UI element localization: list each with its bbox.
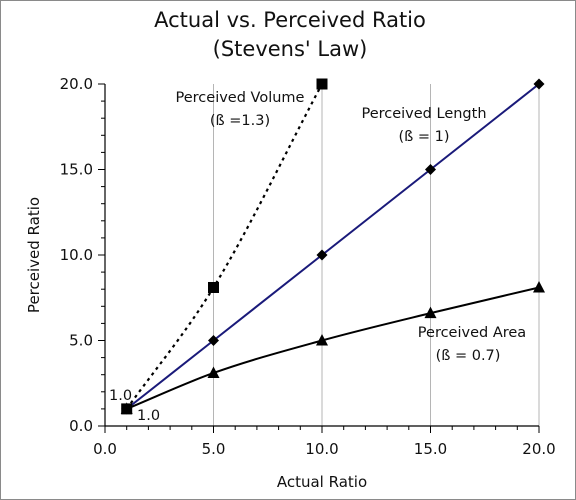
origin-label-upper: 1.0: [109, 388, 132, 404]
y-tick-label: 20.0: [60, 75, 93, 93]
perceived-area-marker: [316, 334, 328, 346]
perceived-area-marker: [533, 280, 545, 293]
x-tick-label: 15.0: [414, 440, 447, 458]
chart-title: Actual vs. Perceived Ratio: [154, 8, 426, 32]
area-exponent: (ß = 0.7): [436, 348, 501, 364]
y-tick-label: 10.0: [60, 246, 93, 264]
x-tick-label: 0.0: [93, 440, 117, 458]
perceived-volume-marker: [208, 281, 219, 293]
x-tick-label: 20.0: [522, 440, 555, 458]
x-axis-label: Actual Ratio: [277, 473, 367, 491]
volume-exponent: (ß =1.3): [210, 113, 270, 129]
length-exponent: (ß = 1): [398, 129, 449, 145]
markers-layer: [120, 78, 545, 415]
area-label: Perceived Area: [418, 325, 526, 341]
x-tick-label: 10.0: [305, 440, 338, 458]
perceived-length-marker: [425, 164, 436, 175]
length-label: Perceived Length: [361, 106, 486, 122]
perceived-area-marker: [120, 402, 133, 414]
perceived-length-marker: [316, 249, 328, 261]
perceived-area-marker: [424, 306, 437, 319]
perceived-length-marker: [533, 78, 545, 90]
y-tick-label: 0.0: [69, 417, 93, 435]
y-tick-label: 15.0: [60, 161, 93, 179]
perceived-area-marker: [207, 366, 220, 378]
x-tick-label: 5.0: [202, 440, 226, 458]
volume-label: Perceived Volume: [176, 90, 305, 106]
ticks: 0.0 5.0 10.0 15.0 20.0 0.0 5.0 10.0 15.0 20.0: [60, 75, 556, 458]
y-tick-label: 5.0: [69, 332, 93, 350]
chart-subtitle: (Stevens' Law): [213, 37, 368, 61]
grid: [213, 84, 540, 426]
perceived-volume-line: [125, 83, 323, 410]
perceived-length-marker: [208, 335, 219, 346]
perceived-volume-marker: [316, 78, 328, 90]
origin-label-lower: 1.0: [137, 408, 160, 424]
y-axis-label: Perceived Ratio: [25, 197, 43, 313]
